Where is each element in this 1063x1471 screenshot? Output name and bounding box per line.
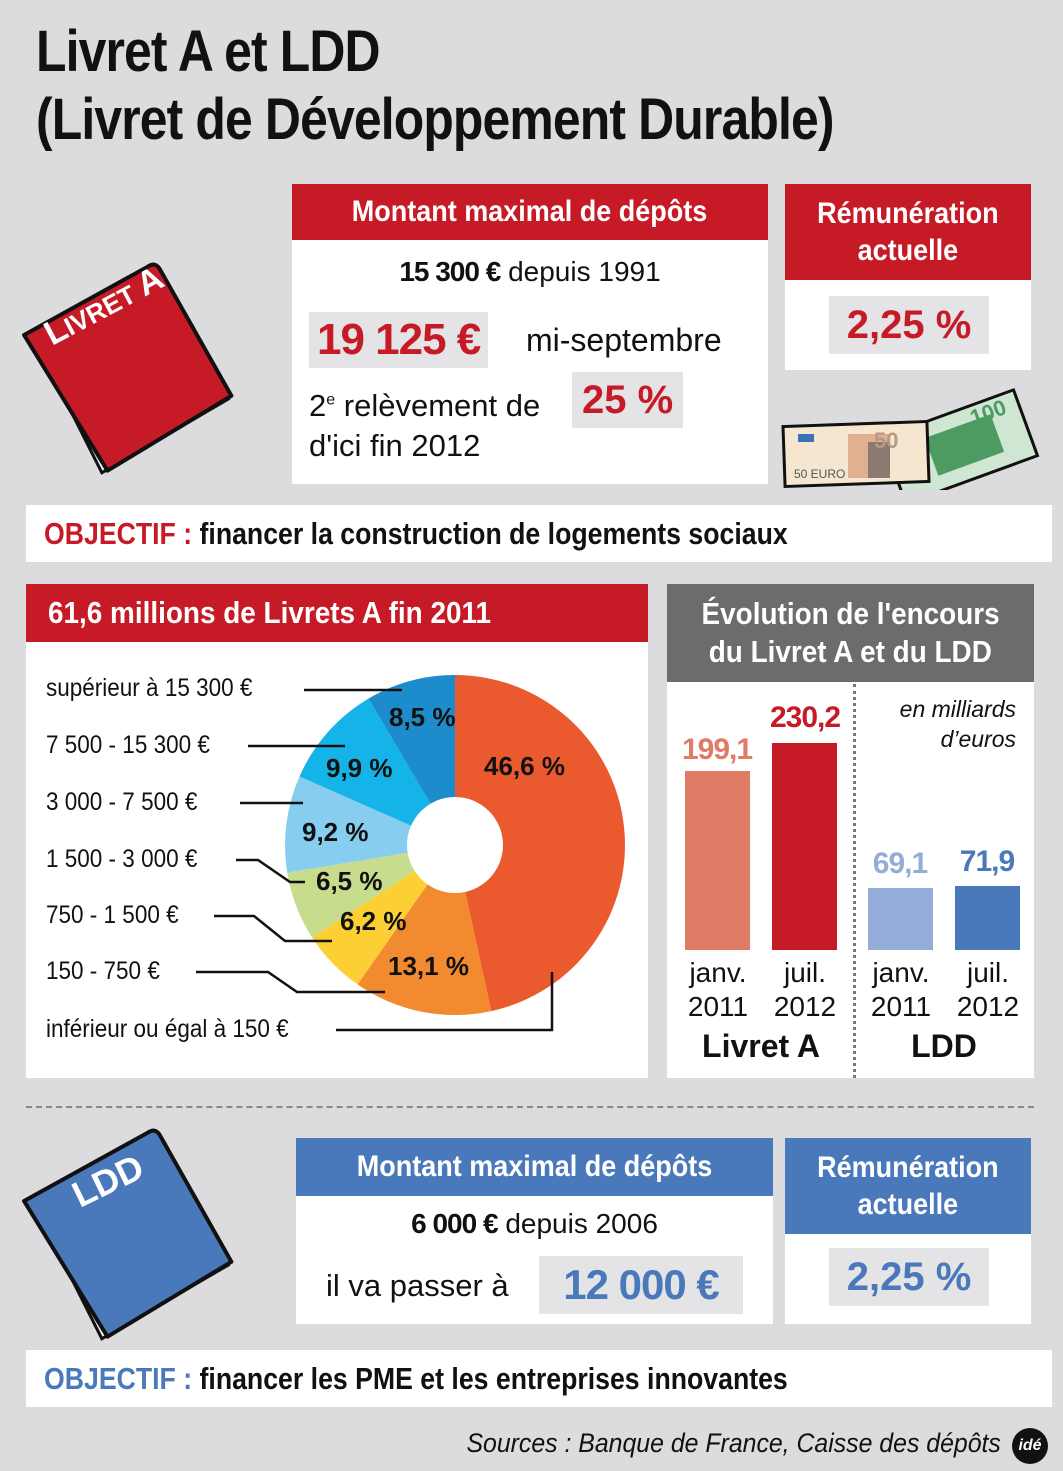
ide-logo-icon: idé	[1012, 1428, 1048, 1464]
pct-label-7500-15300: 9,9 %	[326, 753, 393, 783]
bar-label-ldd-2012: juil. 2012	[956, 957, 1020, 1022]
livret-a-rate-highlight: 2,25 %	[829, 296, 989, 354]
ldd-objective-text: financer les PME et les entreprises inno…	[199, 1360, 788, 1396]
livret-a-objective: OBJECTIF : financer la construction de l…	[26, 505, 1052, 562]
ldd-old-since: depuis 2006	[505, 1208, 658, 1239]
old-since: depuis 1991	[508, 256, 661, 287]
ldd-objective: OBJECTIF : financer les PME et les entre…	[26, 1350, 1052, 1407]
ldd-new-prefix: il va passer à	[326, 1268, 509, 1303]
legend-gt-15300: supérieur à 15 300 €	[46, 674, 253, 702]
bar-ldd-2011	[868, 888, 933, 950]
legend-1500-3000: 1 500 - 3 000 €	[46, 845, 198, 873]
group-label-livret-a: Livret A	[702, 1028, 820, 1064]
group-label-ldd: LDD	[911, 1028, 977, 1064]
svg-text:50 EURO: 50 EURO	[794, 467, 845, 481]
livret-a-rate-panel: Rémunération actuelle 2,25 %	[785, 184, 1031, 370]
pct-label-150-750: 13,1 %	[388, 951, 469, 981]
ldd-rate-highlight: 2,25 %	[829, 1248, 989, 1306]
bar-livret-a-2012	[772, 743, 837, 950]
bar-divider	[853, 684, 856, 1078]
raise-pct: 25 %	[582, 378, 674, 422]
new-amount-highlight: 19 125 €	[309, 312, 489, 368]
legend-le-150: inférieur ou égal à 150 €	[46, 1015, 289, 1043]
ldd-rate: 2,25 %	[846, 1255, 972, 1299]
svg-text:50: 50	[874, 428, 898, 453]
ldd-rate-header: Rémunération actuelle	[785, 1138, 1031, 1234]
bar-panel: Évolution de l'encours du Livret A et du…	[667, 584, 1034, 1078]
pct-label-le-150: 46,6 %	[484, 751, 565, 781]
ldd-new-amount: 12 000 €	[563, 1261, 719, 1308]
bar-header: Évolution de l'encours du Livret A et du…	[667, 584, 1034, 682]
pct-label-1500-3000: 6,5 %	[316, 866, 383, 896]
livret-a-rate: 2,25 %	[846, 303, 972, 347]
bar-label-ldd-2011: janv. 2011	[870, 957, 932, 1022]
ldd-deposit-header: Montant maximal de dépôts	[296, 1138, 773, 1196]
bar-value-ldd-2012: 71,9	[959, 845, 1015, 878]
bar-livret-a-2011	[685, 771, 750, 950]
pct-label-750-1500: 6,2 %	[340, 906, 407, 936]
livret-a-deposit-header: Montant maximal de dépôts	[292, 184, 768, 240]
new-amount: 19 125 €	[317, 315, 481, 364]
objective-text: financer la construction de logements so…	[199, 515, 788, 551]
objective-label: OBJECTIF :	[44, 515, 193, 551]
bar-unit: en milliards d’euros	[899, 696, 1016, 752]
legend-7500-15300: 7 500 - 15 300 €	[46, 731, 210, 759]
bar-value-livret-a-2012: 230,2	[769, 701, 841, 734]
ldd-book-icon: LDD	[22, 1128, 234, 1341]
legend-3000-7500: 3 000 - 7 500 €	[46, 788, 198, 816]
pct-label-3000-7500: 9,2 %	[302, 817, 369, 847]
ldd-deposit-panel: Montant maximal de dépôts 6 000 € depuis…	[296, 1138, 773, 1324]
bar-ldd-2012	[955, 886, 1020, 950]
bar-value-livret-a-2011: 199,1	[681, 733, 753, 766]
ldd-old-limit: 6 000 € depuis 2006	[296, 1208, 773, 1240]
legend-750-1500: 750 - 1 500 €	[46, 901, 179, 929]
livret-a-old-limit: 15 300 € depuis 1991	[292, 256, 768, 288]
bar-label-livret-a-2011: janv. 2011	[687, 957, 749, 1022]
livret-a-book-icon: LIVRET A	[22, 259, 234, 475]
new-when: mi-septembre	[526, 322, 722, 358]
raise-pct-highlight: 25 %	[572, 372, 684, 428]
banknotes-icon: 100 50 50 EURO	[781, 387, 1040, 490]
bar-label-livret-a-2012: juil. 2012	[773, 957, 837, 1022]
raise-text-line1: 2e relèvement de	[309, 388, 541, 423]
raise-text-line2: d'ici fin 2012	[309, 428, 481, 463]
section-divider	[26, 1106, 1034, 1108]
ldd-rate-panel: Rémunération actuelle 2,25 %	[785, 1138, 1031, 1324]
page-title-line1: Livret A et LDD	[36, 19, 381, 84]
ldd-new-amount-highlight: 12 000 €	[539, 1256, 743, 1314]
ldd-objective-label: OBJECTIF :	[44, 1360, 193, 1396]
ldd-old-amount: 6 000 €	[411, 1208, 498, 1239]
old-amount: 15 300 €	[399, 256, 501, 287]
legend-150-750: 150 - 750 €	[46, 957, 160, 985]
sources: Sources : Banque de France, Caisse des d…	[466, 1428, 1001, 1458]
pct-label-gt-15300: 8,5 %	[389, 702, 456, 732]
bar-value-ldd-2011: 69,1	[872, 847, 928, 880]
pie-header: 61,6 millions de Livrets A fin 2011	[26, 584, 648, 642]
page-title-line2: (Livret de Développement Durable)	[36, 87, 834, 152]
livret-a-rate-header: Rémunération actuelle	[785, 184, 1031, 280]
livret-a-deposit-panel: Montant maximal de dépôts 15 300 € depui…	[292, 184, 768, 484]
